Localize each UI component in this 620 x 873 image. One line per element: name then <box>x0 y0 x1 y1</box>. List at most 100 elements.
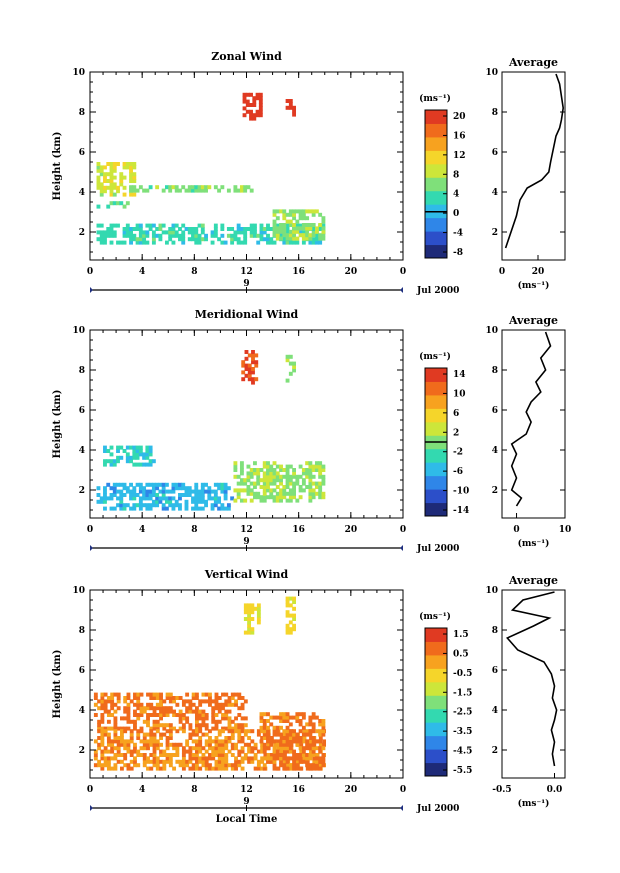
heatmap-cell <box>260 756 265 761</box>
heatmap-cell <box>311 491 316 496</box>
heatmap-cell <box>272 753 277 757</box>
heatmap-cell <box>171 503 176 508</box>
heatmap-cell <box>198 709 203 714</box>
heatmap-cell <box>100 763 105 768</box>
heatmap-cell <box>279 223 283 227</box>
heatmap-cell <box>171 496 176 501</box>
heatmap-cell <box>168 237 173 242</box>
heatmap-cell <box>181 726 186 731</box>
heatmap-cell <box>318 485 323 489</box>
heatmap-cell <box>148 489 153 494</box>
heatmap-cell <box>259 485 264 489</box>
heatmap-cell <box>279 488 283 493</box>
heatmap-cell <box>247 363 252 368</box>
heatmap-cell <box>126 766 131 771</box>
heatmap-cell <box>301 216 306 221</box>
heatmap-cell <box>223 486 228 491</box>
heatmap-cell <box>266 736 270 740</box>
heatmap-cell <box>113 702 118 707</box>
heatmap-cell <box>100 736 105 740</box>
heatmap-cell <box>159 732 163 737</box>
heatmap-cell <box>168 736 173 740</box>
heatmap-cell <box>236 237 241 242</box>
heatmap-cell <box>204 723 209 728</box>
x-tick-label: 8 <box>191 785 197 795</box>
heatmap-cell <box>106 162 111 166</box>
heatmap-cell <box>132 162 137 166</box>
heatmap-cell <box>178 506 182 511</box>
heatmap-cell <box>145 506 150 511</box>
heatmap-cell <box>311 495 316 500</box>
heatmap-cell <box>165 692 170 697</box>
heatmap-cell <box>100 702 105 707</box>
heatmap-cell <box>138 462 143 467</box>
heatmap-cell <box>197 496 202 501</box>
heatmap-cell <box>133 749 137 754</box>
heatmap-cell <box>318 474 323 479</box>
heatmap-cell <box>194 499 199 504</box>
colorbar-swatch <box>425 695 447 710</box>
heatmap-cell <box>100 696 105 700</box>
heatmap-cell <box>256 766 261 771</box>
heatmap-cell <box>256 729 261 734</box>
colorbar-swatch <box>425 110 447 124</box>
heatmap-cell <box>165 729 170 734</box>
heatmap-cell <box>119 445 124 450</box>
heatmap-cell <box>110 713 115 717</box>
heatmap-cell <box>106 459 111 464</box>
heatmap-cell <box>142 496 147 501</box>
heatmap-cell <box>260 729 265 734</box>
heatmap-cell <box>269 715 274 720</box>
heatmap-cell <box>240 716 245 721</box>
heatmap-cell <box>194 188 199 193</box>
heatmap-cell <box>168 732 173 737</box>
heatmap-cell <box>100 699 105 704</box>
heatmap-cell <box>116 489 120 494</box>
heatmap-cell <box>162 766 167 771</box>
heatmap-cell <box>230 729 235 734</box>
heatmap-cell <box>184 506 189 511</box>
heatmap-cell <box>247 373 252 378</box>
heatmap-cell <box>262 498 267 503</box>
average-title: Average <box>508 574 558 587</box>
heatmap-cell <box>301 240 306 245</box>
heatmap-cell <box>224 709 229 714</box>
heatmap-cell <box>272 478 277 483</box>
heatmap-cell <box>123 729 128 734</box>
heatmap-cell <box>165 759 170 764</box>
heatmap-cell <box>175 746 180 751</box>
heatmap-cell <box>262 474 267 479</box>
heatmap-cell <box>298 488 303 493</box>
heatmap-cell <box>151 459 156 464</box>
heatmap-cell <box>230 763 235 768</box>
heatmap-cell <box>138 227 143 231</box>
heatmap-cell <box>110 702 115 707</box>
heatmap-cell <box>146 713 150 717</box>
heatmap-cell <box>152 742 157 747</box>
heatmap-cell <box>247 742 252 747</box>
heatmap-cell <box>136 713 141 717</box>
heatmap-cell <box>168 763 173 768</box>
heatmap-cell <box>123 739 128 744</box>
heatmap-cell <box>99 496 104 501</box>
heatmap-cell <box>269 488 274 493</box>
heatmap-cell <box>116 753 121 757</box>
heatmap-cell <box>226 486 231 491</box>
heatmap-cell <box>243 610 248 615</box>
heatmap-cell <box>103 462 107 467</box>
heatmap-cell <box>266 237 270 242</box>
y-axis-label: Height (km) <box>52 132 63 201</box>
heatmap-cell <box>126 726 131 731</box>
heatmap-cell <box>109 227 114 231</box>
heatmap-cell <box>311 209 316 214</box>
heatmap-cell <box>272 488 277 493</box>
heatmap-cell <box>103 165 107 170</box>
heatmap-cell <box>253 461 257 466</box>
heatmap-cell <box>116 739 121 744</box>
heatmap-cell <box>230 719 235 724</box>
heatmap-cell <box>236 223 241 228</box>
heatmap-cell <box>149 732 154 737</box>
heatmap-cell <box>295 223 300 228</box>
heatmap-cell <box>125 230 130 235</box>
heatmap-cell <box>129 230 133 235</box>
